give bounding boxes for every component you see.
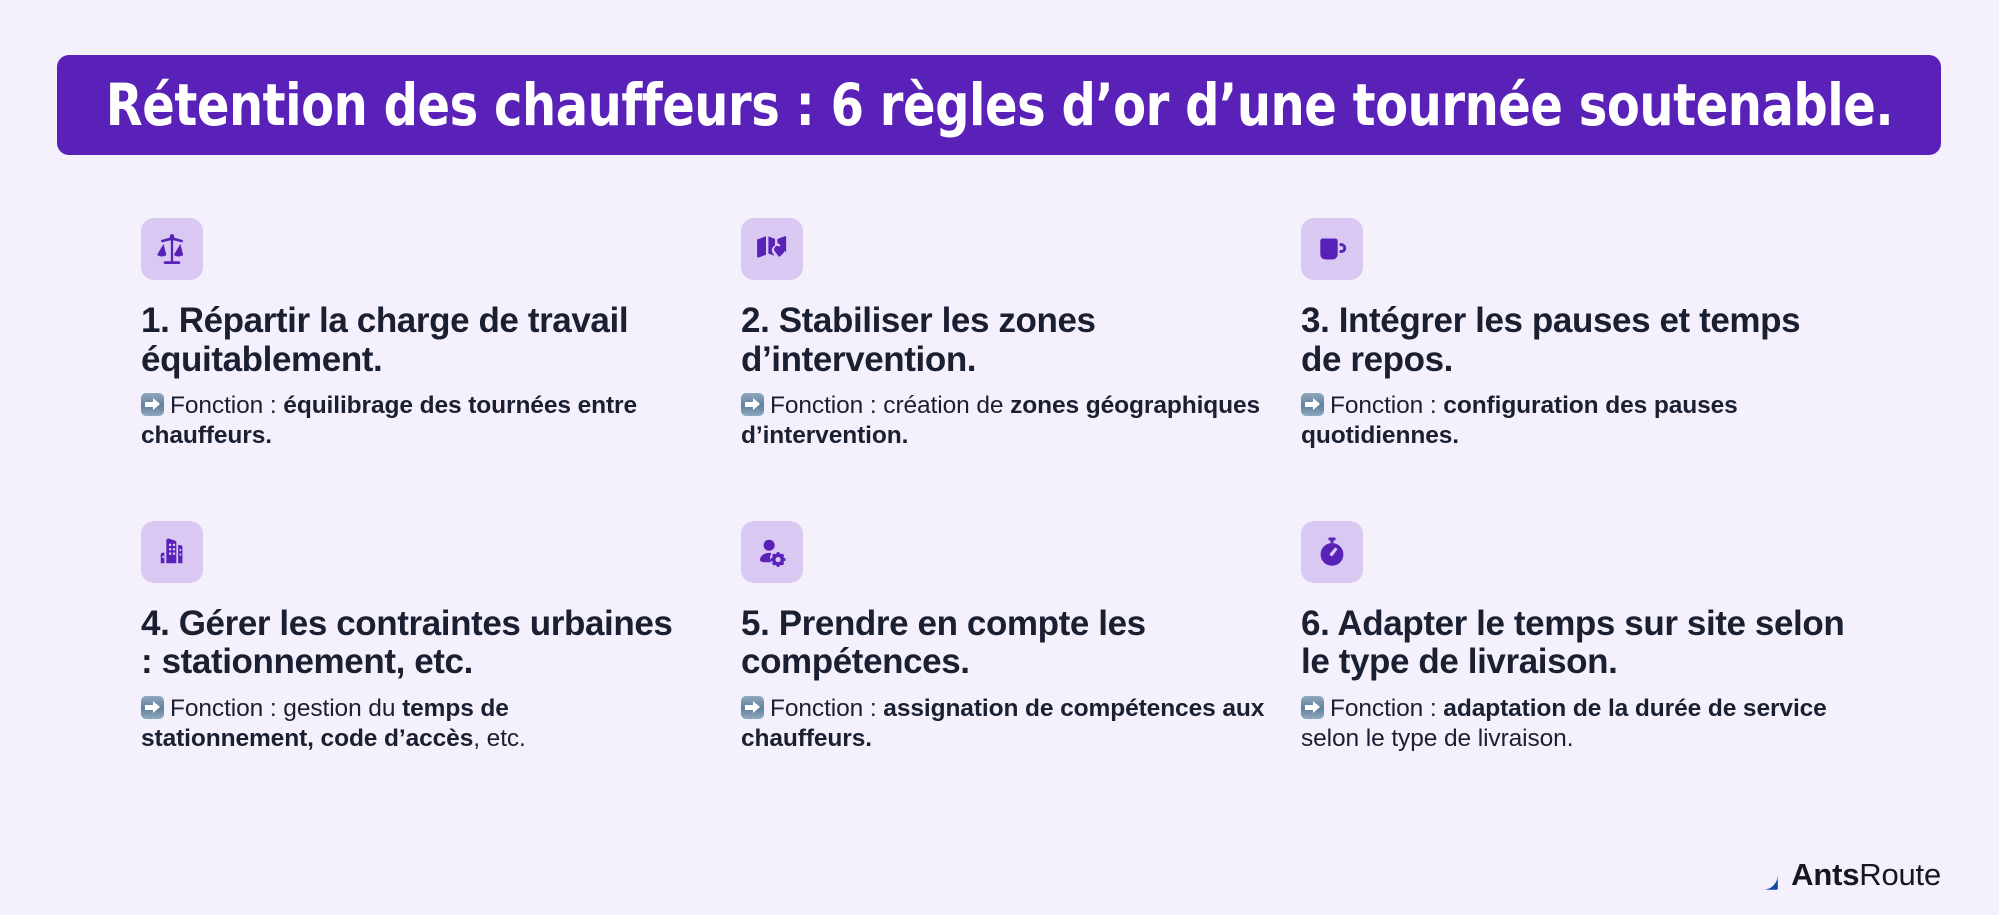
- rule-desc-bold: zones géographiques d’intervention.: [741, 392, 1261, 449]
- rules-grid: 1. Répartir la charge de travail équitab…: [141, 218, 1901, 754]
- antsroute-logo: AntsRoute: [1746, 857, 1941, 893]
- rule-description: Fonction : assignation de compétences au…: [741, 694, 1286, 754]
- coffee-mug-icon: [1301, 218, 1363, 280]
- user-settings-icon: [741, 520, 803, 583]
- rule-description: Fonction : configuration des pauses quot…: [1301, 391, 1846, 451]
- rule-desc-bold: temps de stationnement, code d’accès: [141, 694, 509, 752]
- rule-desc-tail: , etc.: [473, 724, 526, 752]
- rule-description: Fonction : équilibrage des tournées entr…: [141, 391, 686, 451]
- header-banner: Rétention des chauffeurs : 6 règles d’or…: [57, 55, 1941, 155]
- rule-card-3: 3. Intégrer les pauses et temps de repos…: [1301, 218, 1846, 451]
- antsroute-droplet-icon: [1748, 860, 1778, 890]
- rule-desc-prefix: Fonction :: [770, 694, 884, 722]
- rule-card-4: 4. Gérer les contraintes urbaines : stat…: [141, 520, 686, 754]
- right-arrow-icon: [1301, 393, 1324, 416]
- scales-balance-icon: [141, 218, 203, 280]
- right-arrow-icon: [741, 695, 764, 719]
- rule-desc-prefix: Fonction : création de: [770, 392, 1011, 419]
- rule-desc-prefix: Fonction :: [1330, 392, 1444, 419]
- rule-desc-bold: adaptation de la durée de service: [1443, 694, 1827, 722]
- rule-desc-bold: configuration des pauses quotidiennes.: [1301, 392, 1738, 449]
- rule-title: 3. Intégrer les pauses et temps de repos…: [1301, 301, 1801, 379]
- map-location-icon: [741, 218, 803, 280]
- rule-desc-prefix: Fonction :: [170, 392, 284, 419]
- rule-desc-prefix: Fonction : gestion du: [170, 694, 403, 722]
- right-arrow-icon: [1301, 695, 1324, 719]
- antsroute-wordmark: AntsRoute: [1791, 857, 1941, 893]
- rule-desc-bold: assignation de compétences aux chauffeur…: [741, 694, 1265, 752]
- rule-title: 4. Gérer les contraintes urbaines : stat…: [141, 603, 673, 682]
- rule-description: Fonction : création de zones géographiqu…: [741, 391, 1286, 451]
- rule-title: 1. Répartir la charge de travail équitab…: [141, 301, 629, 379]
- logo-name-light: Route: [1859, 857, 1941, 892]
- right-arrow-icon: [141, 695, 164, 719]
- rule-card-6: 6. Adapter le temps sur site selon le ty…: [1301, 520, 1846, 754]
- rule-card-2: 2. Stabiliser les zones d’intervention. …: [741, 218, 1286, 451]
- page-title: Rétention des chauffeurs : 6 règles d’or…: [105, 71, 1893, 139]
- rule-desc-tail: selon le type de livraison.: [1301, 724, 1574, 752]
- rule-description: Fonction : adaptation de la durée de ser…: [1301, 694, 1846, 754]
- rule-card-5: 5. Prendre en compte les compétences. Fo…: [741, 520, 1286, 754]
- rule-title: 2. Stabiliser les zones d’intervention.: [741, 301, 1096, 379]
- rule-card-1: 1. Répartir la charge de travail équitab…: [141, 218, 686, 451]
- rule-desc-bold: équilibrage des tournées entre chauffeur…: [141, 392, 638, 449]
- right-arrow-icon: [141, 393, 164, 416]
- rule-title: 6. Adapter le temps sur site selon le ty…: [1301, 603, 1845, 682]
- right-arrow-icon: [741, 393, 764, 416]
- logo-name-bold: Ants: [1791, 857, 1860, 892]
- rule-description: Fonction : gestion du temps de stationne…: [141, 694, 686, 754]
- stopwatch-icon: [1301, 520, 1363, 583]
- rule-title: 5. Prendre en compte les compétences.: [741, 603, 1146, 682]
- city-buildings-icon: [141, 520, 203, 583]
- rule-desc-prefix: Fonction :: [1330, 694, 1444, 722]
